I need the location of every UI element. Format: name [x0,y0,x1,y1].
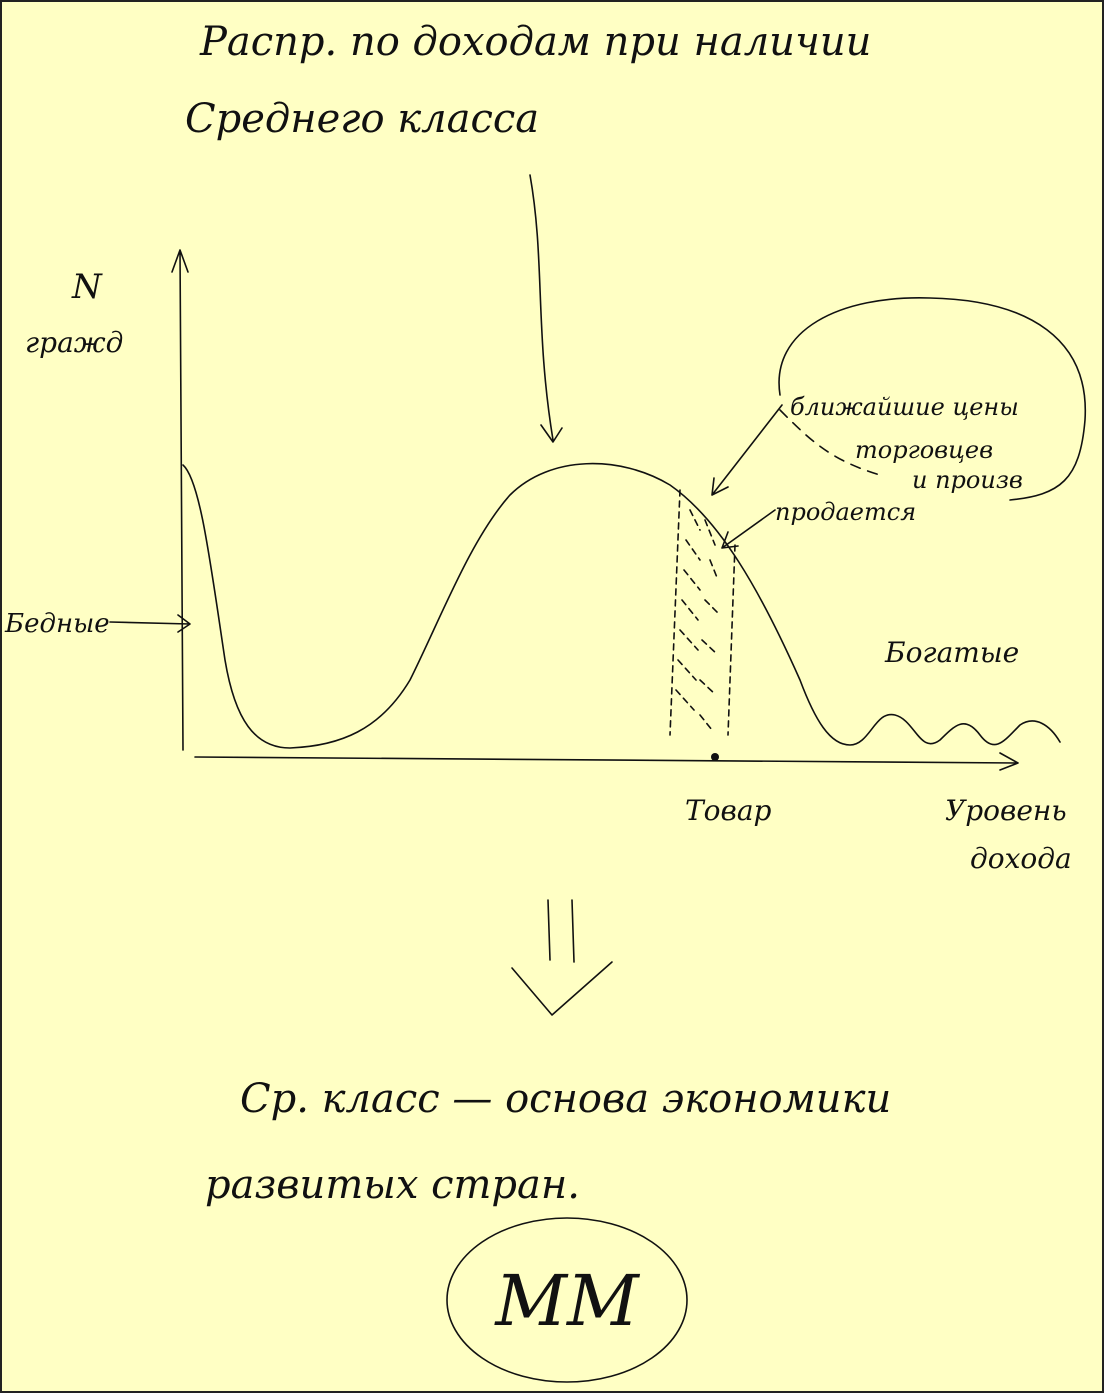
prices-arrow [711,404,783,496]
conclusion-line-1: Ср. класс — основа экономики [240,1076,891,1122]
label-sold: продается [775,498,916,526]
poor-arrow [109,614,191,633]
y-axis-label-1: N [71,267,103,307]
title-arrow [529,174,563,443]
conclusion-line-2: развитых стран. [205,1162,580,1208]
y-axis [171,249,189,751]
product-point [711,753,719,761]
x-axis-label-1: Уровень [945,794,1067,827]
x-axis-label-2: дохода [970,842,1072,875]
speech-bubble [778,297,1086,501]
label-poor: Бедные [4,609,110,639]
signature: ММ [493,1260,641,1342]
title-line-2: Среднего класса [185,96,539,142]
sold-arrow [721,509,776,549]
label-prices-2: торговцев [855,436,993,464]
title-line-1: Распр. по доходам при наличии [199,19,871,65]
label-rich: Богатые [884,636,1019,669]
label-product: Товар [685,794,772,827]
implies-arrow [511,899,613,1016]
y-axis-label-2: гражд [25,326,123,359]
speech-bubble-dashed [779,409,881,476]
price-band-hatching [669,489,736,736]
label-prices-3: и произв [912,466,1023,494]
label-prices-1: ближайшие цены [790,393,1019,421]
x-axis [194,752,1019,771]
signature-circle [446,1217,688,1383]
